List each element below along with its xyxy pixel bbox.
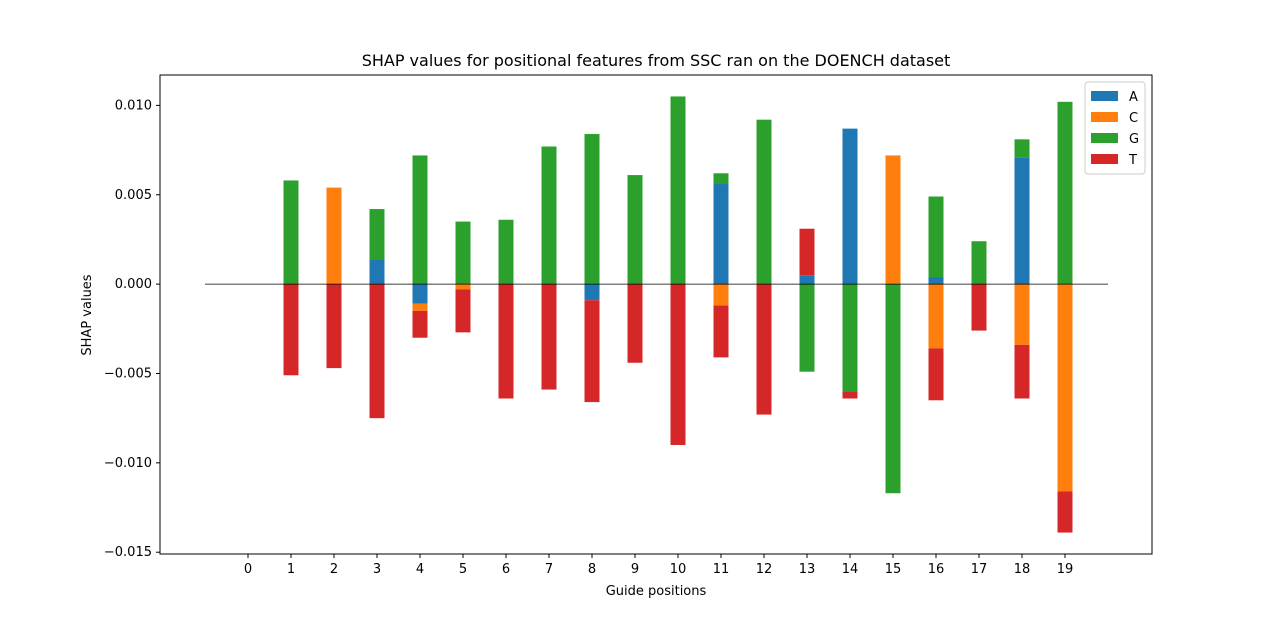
y-tick-label: 0.005 [115,188,152,203]
bar-A-pos-11 [713,184,729,285]
bar-T-pos-19 [1057,491,1073,533]
x-tick-label: 19 [1057,562,1074,577]
x-tick-label: 0 [244,562,252,577]
axes-frame [159,74,1153,555]
bar-G-pos-18 [1014,139,1030,158]
bar-A-pos-3 [369,259,385,285]
bar-A-pos-8 [584,284,600,301]
legend-label-G: G [1129,132,1139,147]
x-tick-label: 10 [670,562,687,577]
x-tick-label: 17 [971,562,988,577]
bar-T-pos-8 [584,300,600,403]
legend-swatch-T [1091,154,1118,164]
y-tick-label: 0.000 [115,277,152,292]
bar-G-pos-5 [455,221,471,285]
bar-G-pos-10 [670,96,686,285]
bar-G-pos-3 [369,209,385,260]
bar-C-pos-5 [455,284,471,290]
x-tick-label: 11 [713,562,730,577]
bar-C-pos-2 [326,187,342,285]
bar-A-pos-18 [1014,157,1030,285]
x-tick-label: 18 [1014,562,1031,577]
legend-label-A: A [1129,90,1138,105]
bar-G-pos-9 [627,175,643,285]
legend-swatch-G [1091,133,1118,143]
x-tick-label: 8 [588,562,596,577]
x-tick-label: 3 [373,562,381,577]
bar-G-pos-16 [928,196,944,277]
bar-C-pos-19 [1057,284,1073,492]
legend-label-C: C [1129,111,1138,126]
bar-A-pos-13 [799,275,815,285]
bar-T-pos-17 [971,284,987,331]
bar-T-pos-6 [498,284,514,399]
bar-G-pos-17 [971,241,987,285]
bar-G-pos-11 [713,173,729,185]
bar-G-pos-12 [756,119,772,285]
x-tick-label: 13 [799,562,816,577]
bar-T-pos-2 [326,284,342,369]
bar-G-pos-6 [498,219,514,285]
x-tick-label: 16 [928,562,945,577]
bar-T-pos-7 [541,284,557,390]
bar-G-pos-15 [885,284,901,494]
x-tick-label: 15 [885,562,902,577]
bar-C-pos-11 [713,284,729,306]
x-tick-label: 4 [416,562,424,577]
bar-T-pos-1 [283,284,299,376]
bar-T-pos-10 [670,284,686,445]
x-tick-label: 7 [545,562,553,577]
y-axis-label: SHAP values [80,274,95,355]
bar-C-pos-15 [885,155,901,285]
bar-T-pos-3 [369,284,385,419]
y-tick-label: −0.005 [104,366,152,381]
y-tick-label: −0.010 [104,456,152,471]
bar-G-pos-13 [799,284,815,372]
bar-T-pos-4 [412,310,428,338]
bar-A-pos-4 [412,284,428,304]
bar-T-pos-12 [756,284,772,415]
x-tick-label: 12 [756,562,773,577]
bar-T-pos-13 [799,228,815,276]
bar-T-pos-9 [627,284,643,363]
bar-C-pos-18 [1014,284,1030,345]
bar-T-pos-14 [842,391,858,399]
y-tick-label: −0.015 [104,545,152,560]
bar-C-pos-16 [928,284,944,349]
legend-swatch-A [1091,91,1118,101]
bar-G-pos-19 [1057,101,1073,285]
legend-box [1084,81,1146,175]
x-tick-label: 5 [459,562,467,577]
x-tick-label: 14 [842,562,859,577]
x-tick-label: 1 [287,562,295,577]
chart-title: SHAP values for positional features from… [362,51,951,70]
x-tick-label: 6 [502,562,510,577]
bar-G-pos-1 [283,180,299,285]
bar-G-pos-4 [412,155,428,285]
bar-C-pos-4 [412,303,428,311]
bar-G-pos-14 [842,284,858,392]
bar-A-pos-14 [842,128,858,285]
x-axis-label: Guide positions [606,584,707,599]
legend-label-T: T [1128,153,1137,168]
legend-swatch-C [1091,112,1118,122]
bar-G-pos-7 [541,146,557,285]
bar-T-pos-18 [1014,344,1030,399]
bar-A-pos-16 [928,276,944,285]
x-tick-label: 2 [330,562,338,577]
x-tick-label: 9 [631,562,639,577]
y-tick-label: 0.010 [115,98,152,113]
bar-T-pos-11 [713,305,729,358]
bar-T-pos-16 [928,348,944,401]
bar-T-pos-5 [455,289,471,333]
bar-G-pos-8 [584,133,600,285]
